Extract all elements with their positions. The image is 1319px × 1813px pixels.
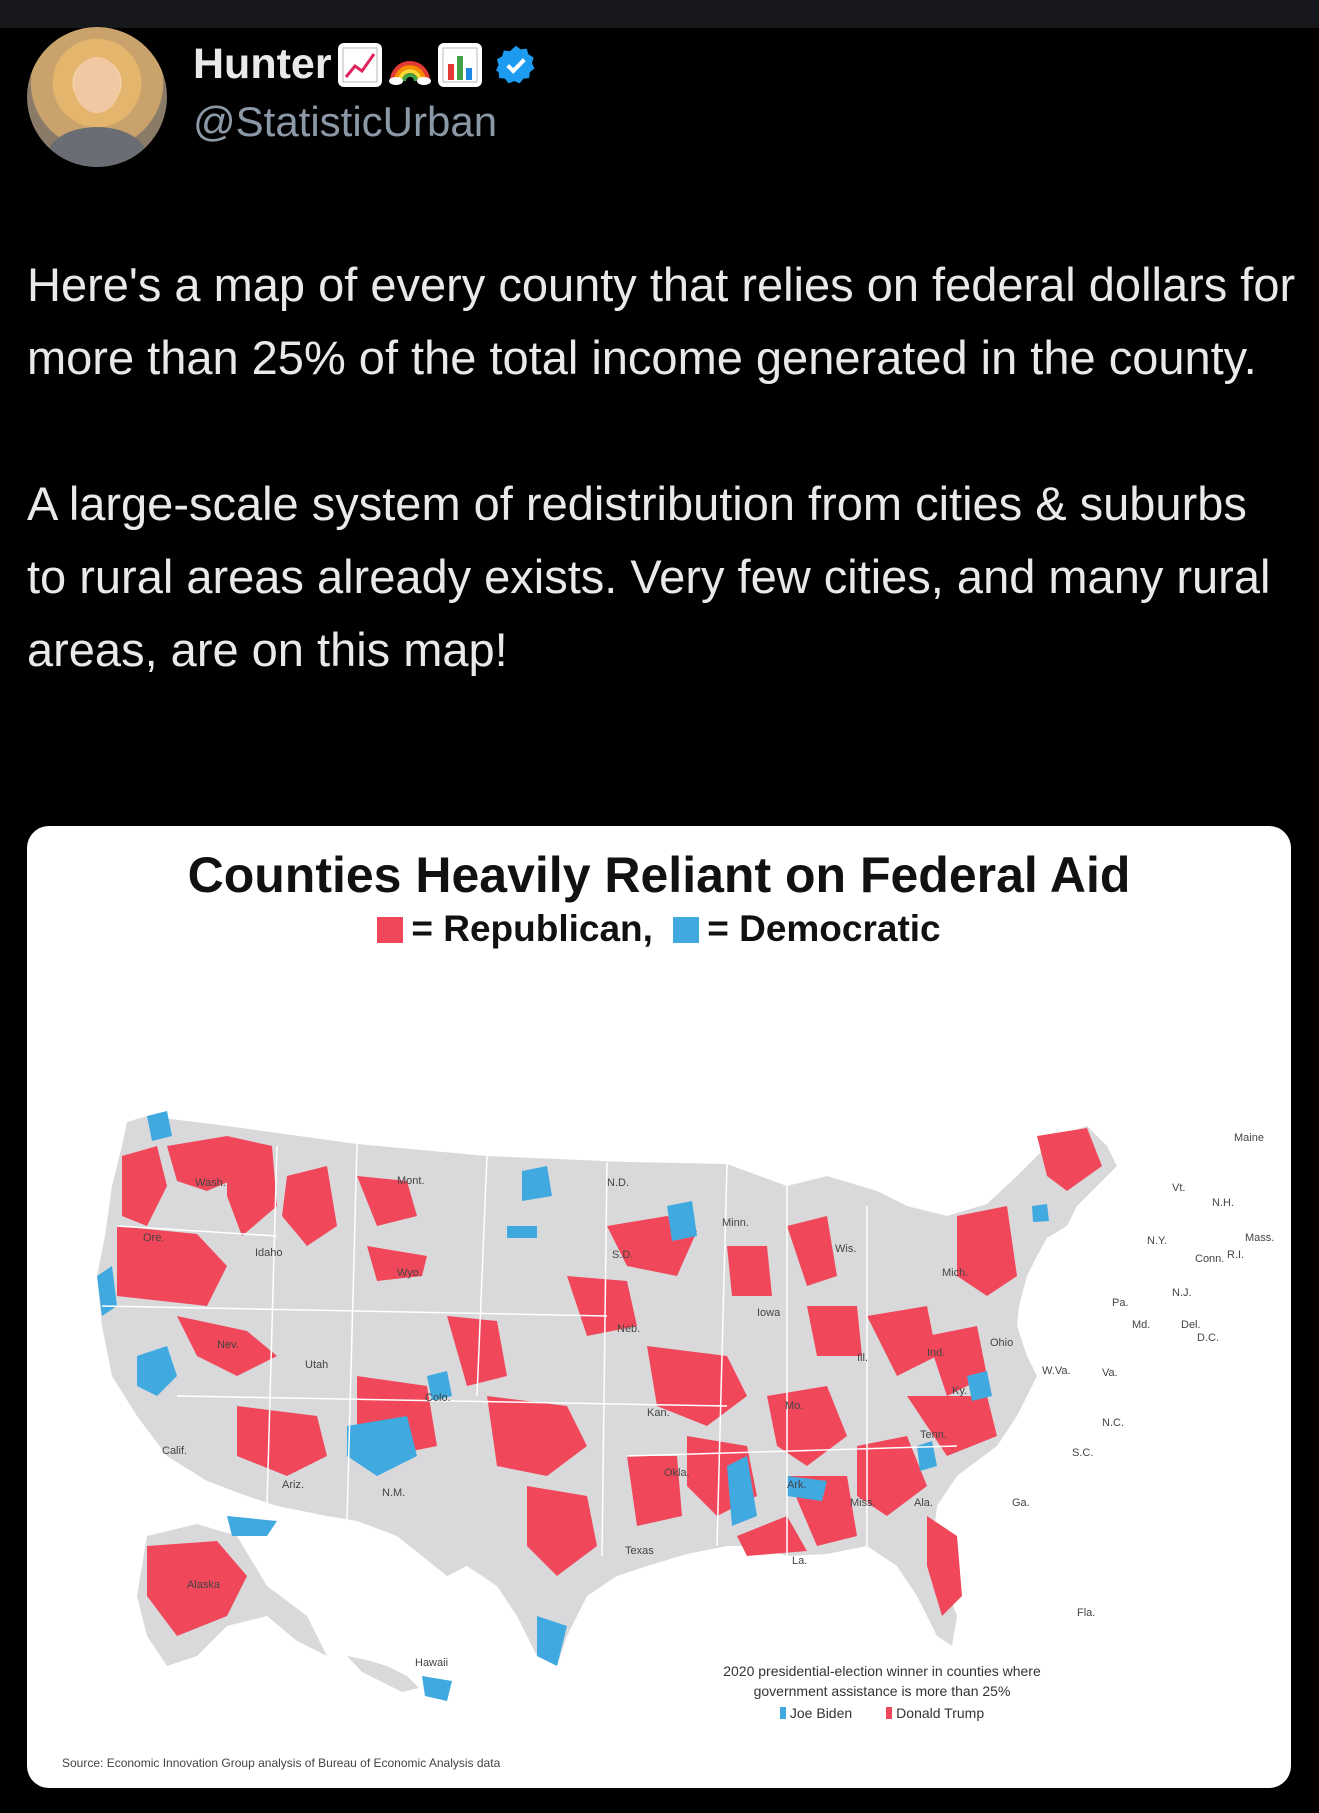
label-nj: N.J. <box>1172 1287 1192 1299</box>
label-nev: Nev. <box>217 1339 239 1351</box>
inset-line-1: 2020 presidential-election winner in cou… <box>723 1663 1041 1679</box>
verified-badge-icon <box>495 45 535 83</box>
label-ark: Ark. <box>787 1479 807 1491</box>
inset-line-2: government assistance is more than 25% <box>753 1683 1011 1699</box>
user-handle[interactable]: @StatisticUrban <box>193 98 498 145</box>
display-name[interactable]: Hunter <box>193 40 332 88</box>
label-dc: D.C. <box>1197 1332 1219 1344</box>
inset-trump: Donald Trump <box>886 1703 984 1723</box>
label-sc: S.C. <box>1072 1447 1093 1459</box>
label-wva: W.Va. <box>1042 1365 1071 1377</box>
rainbow-icon <box>388 43 432 87</box>
label-nh: N.H. <box>1212 1197 1234 1209</box>
bar-chart-icon <box>437 42 482 87</box>
label-iowa: Iowa <box>757 1307 781 1319</box>
label-kan: Kan. <box>647 1407 670 1419</box>
label-wyo: Wyo. <box>397 1267 422 1279</box>
label-idaho: Idaho <box>255 1247 283 1259</box>
label-la: La. <box>792 1555 807 1567</box>
tweet-text: Here's a map of every county that relies… <box>27 248 1297 759</box>
label-ny: N.Y. <box>1147 1235 1167 1247</box>
inset-trump-label: Donald Trump <box>896 1705 985 1721</box>
label-sd: S.D. <box>612 1249 633 1261</box>
label-del: Del. <box>1181 1319 1201 1331</box>
label-nd: N.D. <box>607 1177 629 1189</box>
label-ariz: Ariz. <box>282 1479 304 1491</box>
tweet-image[interactable]: Counties Heavily Reliant on Federal Aid … <box>27 826 1291 1788</box>
hawaii-land <box>347 1656 419 1692</box>
democratic-swatch <box>673 917 700 943</box>
label-ky: Ky. <box>952 1385 967 1397</box>
label-alaska: Alaska <box>187 1579 221 1591</box>
avatar[interactable] <box>27 27 167 167</box>
inset-biden-label: Joe Biden <box>789 1705 853 1721</box>
label-ga: Ga. <box>1012 1497 1030 1509</box>
label-wash: Wash. <box>195 1177 226 1189</box>
legend-republican-label: = Republican, <box>411 908 653 949</box>
label-conn: Conn. <box>1195 1253 1224 1265</box>
label-maine: Maine <box>1234 1132 1264 1144</box>
label-fla: Fla. <box>1077 1607 1095 1619</box>
label-nm: N.M. <box>382 1487 405 1499</box>
label-md: Md. <box>1132 1319 1150 1331</box>
label-okla: Okla. <box>664 1467 690 1479</box>
map-legend: = Republican, = Democratic <box>27 908 1291 950</box>
label-pa: Pa. <box>1112 1297 1129 1309</box>
map-title: Counties Heavily Reliant on Federal Aid <box>187 847 1131 903</box>
label-ohio: Ohio <box>990 1337 1013 1349</box>
label-ri: R.I. <box>1227 1249 1244 1261</box>
label-neb: Neb. <box>617 1323 640 1335</box>
republican-swatch <box>377 917 404 943</box>
label-nc: N.C. <box>1102 1417 1124 1429</box>
label-wis: Wis. <box>835 1243 856 1255</box>
avatar-shirt <box>47 127 147 167</box>
us-land <box>97 1116 1117 1666</box>
chart-increasing-icon <box>337 42 382 87</box>
top-bar <box>0 0 1319 28</box>
label-mont: Mont. <box>397 1175 425 1187</box>
label-mich: Mich. <box>942 1267 968 1279</box>
label-mass: Mass. <box>1245 1232 1274 1244</box>
label-colo: Colo. <box>425 1392 451 1404</box>
label-utah: Utah <box>305 1359 328 1371</box>
label-tenn: Tenn. <box>920 1429 947 1441</box>
label-minn: Minn. <box>722 1217 749 1229</box>
state-label-layer: Wash. Ore. Idaho Mont. Wyo. Nev. Utah Co… <box>143 1132 1274 1669</box>
author-name-row: Hunter <box>193 40 538 89</box>
label-calif: Calif. <box>162 1445 187 1457</box>
label-ind: Ind. <box>927 1347 945 1359</box>
tweet-paragraph-2: A large-scale system of redistribution f… <box>27 477 1271 676</box>
label-texas: Texas <box>625 1545 654 1557</box>
label-hawaii: Hawaii <box>415 1657 448 1669</box>
republican-counties <box>117 1128 1102 1636</box>
label-va: Va. <box>1102 1367 1118 1379</box>
label-ore: Ore. <box>143 1232 164 1244</box>
avatar-face <box>74 57 120 113</box>
label-ala: Ala. <box>914 1497 933 1509</box>
label-miss: Miss. <box>850 1497 876 1509</box>
map-inset-legend: 2020 presidential-election winner in cou… <box>692 1661 1072 1723</box>
legend-democratic-label: = Democratic <box>707 908 941 949</box>
democratic-counties <box>97 1111 1049 1701</box>
label-ill: Ill. <box>857 1352 868 1364</box>
map-source: Source: Economic Innovation Group analys… <box>62 1756 501 1770</box>
label-mo: Mo. <box>785 1400 803 1412</box>
inset-biden: Joe Biden <box>779 1703 853 1723</box>
us-county-map: Wash. Ore. Idaho Mont. Wyo. Nev. Utah Co… <box>97 1111 1274 1701</box>
state-borders <box>101 1143 958 1557</box>
label-vt: Vt. <box>1172 1182 1185 1194</box>
tweet-paragraph-1: Here's a map of every county that relies… <box>27 258 1296 384</box>
